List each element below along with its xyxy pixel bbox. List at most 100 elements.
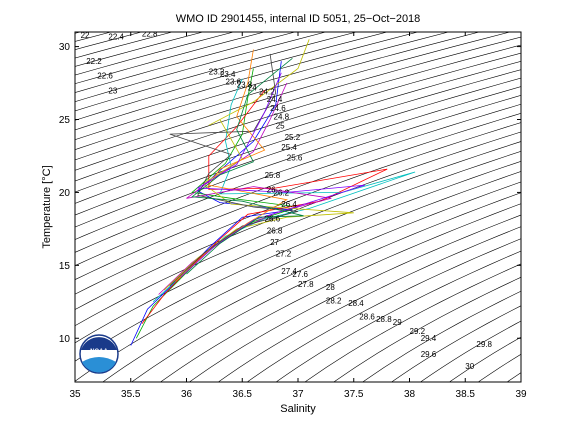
isopycnal-label: 24.6 [270, 104, 286, 113]
isopycnal-line [419, 320, 521, 382]
isopycnal-label: 27.2 [276, 250, 292, 259]
isopycnal-label: 22.8 [142, 29, 158, 38]
isopycnal-label: 29.8 [476, 340, 492, 349]
isopycnal-line [448, 336, 521, 382]
isopycnal-line [75, 32, 235, 76]
x-tick-label: 35.5 [121, 389, 141, 400]
isopycnal-line [496, 3, 576, 411]
isopycnal-label: 23.4 [220, 70, 236, 79]
isopycnal-label: 23.8 [237, 80, 253, 89]
noaa-logo-text: NOAA [90, 349, 108, 355]
y-axis: 10 15 20 25 30 [59, 42, 521, 345]
isopycnal-line [477, 353, 521, 382]
x-tick-label: 36.5 [233, 389, 253, 400]
isopycnal-label: 22 [81, 31, 90, 40]
isopycnal-label: 26.8 [267, 226, 283, 235]
isopycnal-line [75, 32, 143, 50]
isopycnal-line [75, 112, 521, 280]
isopycnal-label: 28.6 [359, 312, 375, 321]
isopycnal-line [75, 32, 389, 121]
isopycnal-label: 22.2 [86, 57, 102, 66]
isopycnal-contours [0, 3, 576, 411]
isopycnal-line [75, 32, 266, 85]
isopycnal-line [102, 181, 521, 382]
isopycnal-line [75, 60, 521, 204]
y-tick-label: 10 [59, 334, 71, 345]
isopycnal-line [554, 3, 576, 411]
x-tick-label: 36 [181, 389, 193, 400]
isopycnal-line [75, 44, 521, 182]
isopycnal-label: 23 [108, 86, 117, 95]
noaa-logo: NOAA [79, 334, 119, 374]
isopycnal-line [75, 52, 521, 193]
isopycnal-line [275, 250, 521, 382]
isopycnal-label: 25.8 [265, 171, 281, 180]
x-tick-label: 38.5 [456, 389, 476, 400]
isopycnal-label: 26.4 [281, 200, 297, 209]
y-tick-label: 25 [59, 115, 71, 126]
isopycnal-line [75, 141, 521, 327]
isopycnal-label: 28 [326, 283, 335, 292]
isopycnal-line [131, 192, 521, 382]
isopycnal-label: 27 [270, 238, 279, 247]
isopycnal-label: 24.4 [267, 95, 283, 104]
isopycnal-label: 26.6 [265, 215, 281, 224]
isopycnal-line [0, 3, 41, 411]
isopycnal-line [188, 214, 521, 382]
x-tick-label: 37.5 [344, 389, 364, 400]
y-tick-label: 15 [59, 261, 71, 272]
isopycnal-line [304, 263, 521, 382]
isopycnal-label: 27.6 [292, 270, 308, 279]
isopycnal-label: 25.6 [287, 153, 303, 162]
isopycnal-line [333, 276, 521, 382]
y-tick-label: 20 [59, 188, 71, 199]
isopycnal-line [362, 290, 521, 382]
isopycnal-line [75, 32, 327, 102]
x-tick-label: 37 [292, 389, 304, 400]
isopycnal-label: 30 [465, 362, 474, 371]
isopycnal-label: 22.4 [108, 32, 124, 41]
isopycnal-line [75, 77, 521, 228]
isopycnal-line [217, 226, 521, 382]
x-tick-label: 35 [69, 389, 81, 400]
isopycnal-label: 25.2 [285, 133, 301, 142]
isopycnal-line [75, 69, 521, 216]
noaa-logo-top [81, 337, 117, 350]
isopycnal-label: 27.8 [298, 280, 314, 289]
isopycnal-line [525, 3, 576, 411]
isopycnal-label: 28.2 [326, 296, 342, 305]
isopycnal-line [75, 131, 521, 310]
isopycnal-label: 29.4 [421, 334, 437, 343]
isopycnal-label: 23.6 [226, 78, 242, 87]
x-tick-label: 38 [404, 389, 416, 400]
isopycnal-line [75, 32, 358, 112]
isopycnal-line [75, 103, 521, 267]
profile-line [186, 57, 304, 275]
isopycnal-label: 26.2 [274, 188, 290, 197]
isopycnal-line [0, 3, 72, 411]
isopycnal-label: 24.8 [274, 113, 290, 122]
profile-line [180, 72, 366, 278]
isopycnal-line [75, 36, 521, 171]
isopycnal-line [75, 32, 297, 93]
isopycnal-label: 22.6 [97, 72, 113, 81]
isopycnal-line [75, 32, 512, 161]
isopycnal-label: 28.8 [376, 315, 392, 324]
isopycnal-line [391, 305, 521, 382]
isopycnal-label: 24.2 [259, 88, 275, 97]
x-tick-label: 39 [515, 389, 527, 400]
isopycnal-label: 29.6 [421, 350, 437, 359]
isopycnal-label: 23.2 [209, 67, 225, 76]
isopycnal-label: 27.4 [281, 267, 297, 276]
isopycnal-line [506, 372, 521, 382]
isopycnal-line [159, 203, 521, 382]
y-tick-label: 30 [59, 42, 71, 53]
isopycnal-line [75, 32, 450, 141]
isopycnal-line [75, 95, 521, 253]
y-axis-label: Temperature [°C] [41, 165, 53, 248]
isopycnal-label: 24 [248, 83, 257, 92]
chart-title: WMO ID 2901455, internal ID 5051, 25−Oct… [176, 13, 421, 25]
isopycnal-label: 25.4 [281, 143, 297, 152]
